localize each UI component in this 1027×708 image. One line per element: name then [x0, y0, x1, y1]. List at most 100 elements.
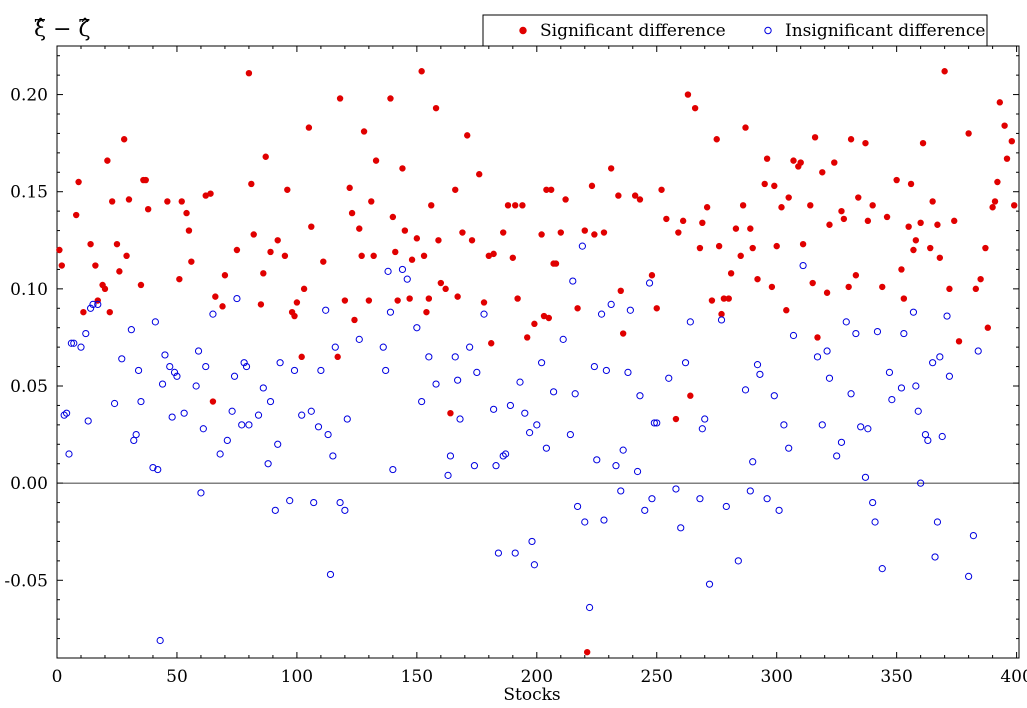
insignificant-point: [533, 421, 541, 429]
significant-point: [607, 165, 615, 172]
insignificant-point: [936, 353, 944, 361]
significant-point: [965, 130, 972, 137]
significant-point: [351, 316, 358, 324]
significant-point: [900, 295, 908, 302]
significant-point: [893, 176, 900, 184]
significant-point: [358, 252, 365, 260]
insignificant-point: [341, 506, 349, 514]
insignificant-point: [343, 415, 351, 423]
significant-point: [490, 250, 497, 258]
significant-point: [773, 242, 780, 250]
insignificant-point: [322, 306, 330, 314]
significant-point: [442, 285, 449, 293]
significant-point: [221, 272, 229, 279]
y-axis-ticks: -0.05 0.00 0.05 0.10 0.15 0.20: [4, 55, 1019, 640]
significant-point: [687, 392, 694, 399]
insignificant-point: [857, 423, 865, 431]
insignificant-point: [648, 495, 656, 503]
significant-point: [951, 217, 958, 225]
insignificant-point: [619, 446, 627, 454]
significant-point: [178, 198, 185, 205]
significant-point: [996, 99, 1004, 106]
significant-point: [245, 69, 253, 77]
insignificant-point: [451, 353, 459, 361]
x-axis-label: Stocks: [503, 685, 560, 705]
insignificant-point: [379, 343, 387, 351]
significant-point: [356, 225, 363, 232]
insignificant-point: [154, 465, 162, 474]
insignificant-point: [612, 462, 620, 470]
x-axis-ticks: 0 50 100 150 200 250 300 350 400: [52, 46, 1027, 687]
insignificant-point: [871, 518, 879, 526]
significant-point: [1001, 122, 1008, 129]
x-tick-label: 400: [1000, 667, 1027, 687]
significant-point: [348, 209, 356, 217]
insignificant-point: [310, 498, 318, 507]
insignificant-point: [799, 261, 807, 270]
insignificant-point: [94, 300, 102, 308]
insignificant-point: [566, 430, 574, 439]
significant-point: [855, 194, 862, 201]
significant-point: [408, 256, 416, 263]
insignificant-point: [149, 464, 157, 472]
significant-point: [512, 202, 519, 209]
legend-box: [482, 14, 988, 47]
significant-point: [984, 324, 992, 331]
significant-point: [480, 299, 488, 306]
legend-marker-significant: [519, 26, 527, 35]
significant-point: [672, 415, 680, 423]
significant-point: [934, 221, 941, 228]
y-tick-label: 0.15: [10, 183, 48, 203]
insignificant-point: [444, 471, 452, 479]
insignificant-point: [818, 421, 826, 429]
significant-point: [600, 229, 608, 236]
insignificant-point: [466, 343, 474, 351]
significant-point: [718, 310, 725, 318]
significant-point: [248, 180, 255, 188]
significant-point: [783, 307, 790, 314]
significant-point: [852, 272, 860, 279]
legend-label-insignificant: Insignificant difference: [785, 21, 985, 41]
insignificant-point: [938, 432, 946, 441]
significant-point: [785, 194, 792, 201]
legend-label-significant: Significant difference: [540, 21, 726, 41]
insignificant-point: [166, 362, 174, 371]
insignificant-point: [274, 440, 282, 448]
significant-point: [389, 213, 397, 221]
significant-point: [797, 159, 804, 166]
insignificant-point: [290, 366, 299, 375]
insignificant-point: [888, 396, 896, 404]
y-tick-label: 0.20: [10, 86, 48, 106]
insignificant-point: [526, 429, 534, 437]
insignificant-point: [537, 359, 546, 367]
significant-point: [747, 225, 754, 232]
insignificant-point: [650, 419, 658, 427]
significant-point: [399, 165, 406, 172]
plot-area: [56, 45, 1020, 659]
insignificant-point: [238, 421, 246, 429]
significant-point: [845, 283, 852, 291]
insignificant-point: [492, 462, 500, 470]
significant-point: [413, 235, 421, 242]
significant-point: [360, 128, 368, 135]
insignificant-point: [912, 382, 920, 390]
insignificant-point: [298, 411, 306, 419]
insignificant-point: [542, 444, 550, 452]
significant-point: [476, 171, 483, 178]
insignificant-point: [878, 565, 886, 573]
significant-point: [372, 157, 380, 164]
significant-point: [679, 217, 687, 225]
insignificant-point: [156, 636, 164, 645]
insignificant-point: [494, 549, 503, 557]
insignificant-point: [933, 518, 942, 526]
significant-point: [929, 198, 936, 205]
significant-point: [425, 295, 433, 302]
significant-point: [164, 198, 171, 205]
insignificant-point: [756, 370, 764, 378]
x-tick-label: 50: [166, 667, 188, 687]
significant-point: [488, 340, 495, 347]
significant-point: [989, 204, 996, 211]
significant-point: [365, 297, 373, 304]
significant-point: [814, 334, 821, 341]
insignificant-point: [502, 450, 510, 458]
